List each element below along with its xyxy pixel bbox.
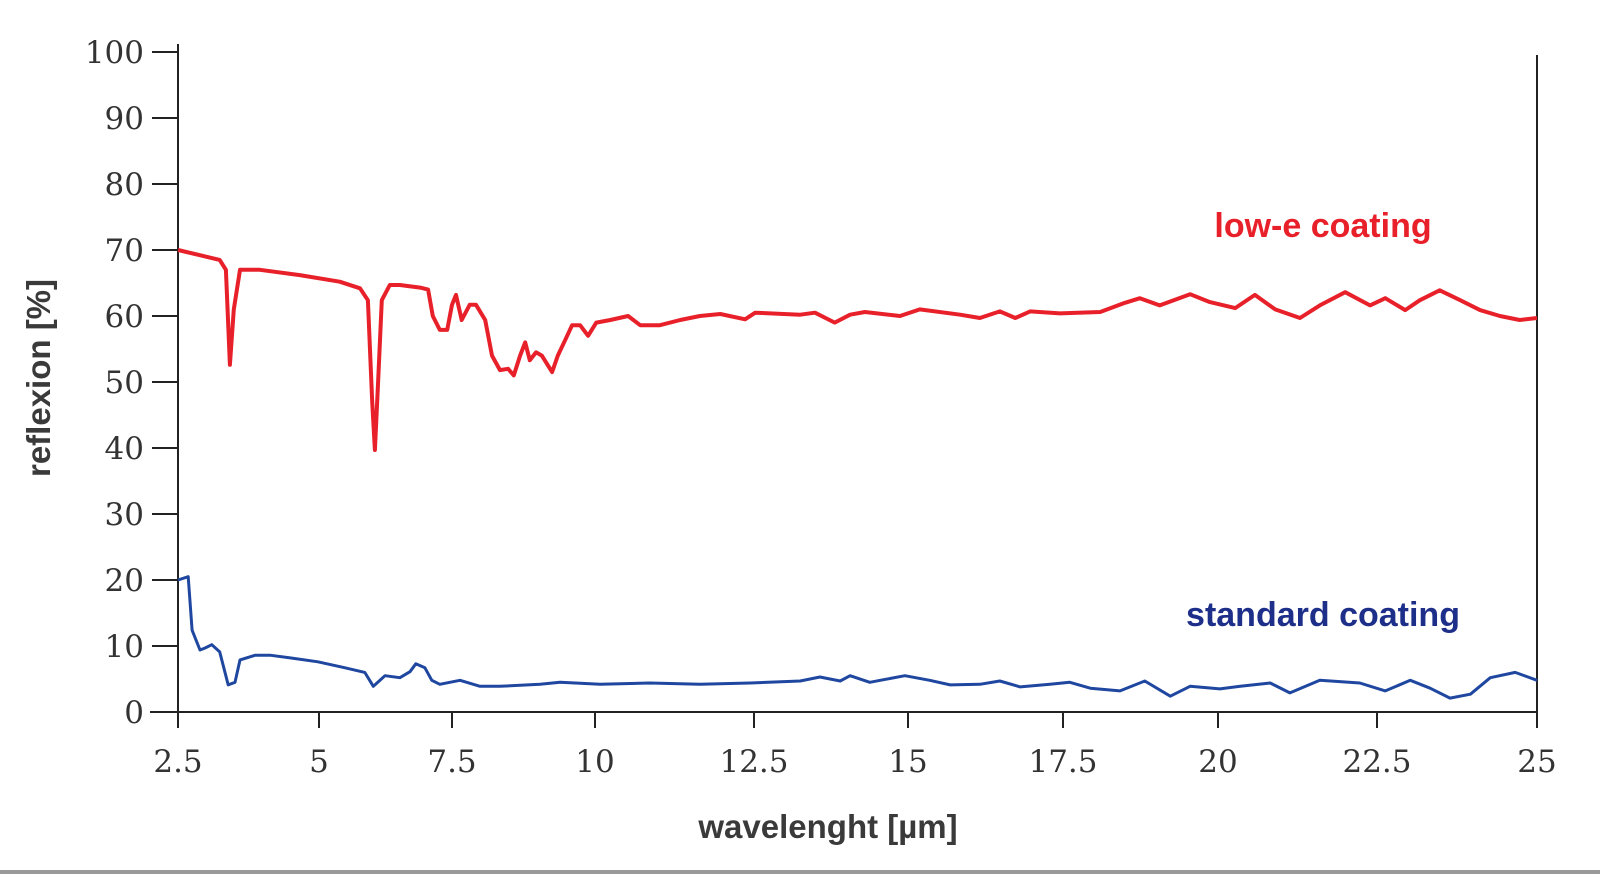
y-tick-label: 20: [105, 563, 144, 599]
y-tick-label: 40: [105, 431, 144, 467]
y-tick-label: 0: [124, 695, 144, 731]
y-tick-label: 90: [105, 101, 144, 137]
y-tick-label: 60: [105, 299, 144, 335]
y-ticks: 0 10 20 30 40 50 60 70 80 90 100: [85, 35, 178, 731]
x-tick-label: 20: [1198, 744, 1237, 780]
x-ticks: 2.5 5 7.5 10 12.5 15 17.5 20 22.5 25: [153, 712, 1557, 780]
y-tick-label: 100: [85, 35, 144, 71]
y-axis-title: reflexion [%]: [20, 279, 57, 477]
series-line-standard: [177, 575, 1538, 700]
series-label-low-e: low-e coating: [1214, 207, 1431, 245]
y-tick-label: 70: [105, 233, 144, 269]
x-tick-label: 5: [309, 744, 329, 780]
axes: [150, 44, 1538, 713]
series-label-standard: standard coating: [1186, 596, 1460, 634]
x-tick-label: 2.5: [153, 744, 202, 780]
x-tick-label: 22.5: [1342, 744, 1411, 780]
x-tick-label: 25: [1517, 744, 1556, 780]
y-tick-label: 50: [105, 365, 144, 401]
x-tick-label: 17.5: [1028, 744, 1097, 780]
x-axis-title: wavelenght [µm]: [697, 808, 957, 845]
y-tick-label: 30: [105, 497, 144, 533]
x-tick-label: 15: [888, 744, 927, 780]
x-tick-label: 10: [575, 744, 614, 780]
x-tick-label: 7.5: [427, 744, 476, 780]
bottom-divider: [0, 870, 1600, 874]
series-lines: [177, 248, 1538, 700]
y-tick-label: 10: [105, 629, 144, 665]
y-tick-label: 80: [105, 167, 144, 203]
x-tick-label: 12.5: [719, 744, 788, 780]
series-line-low-e: [177, 248, 1538, 452]
